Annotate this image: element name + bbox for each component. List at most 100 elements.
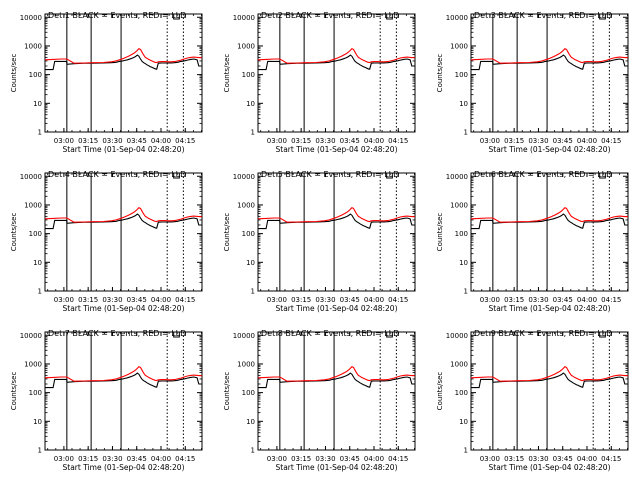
y-tick-label: 100 — [29, 71, 42, 79]
x-tick-label: 03:30 — [528, 296, 548, 304]
detector-panel: Det 2 BLACK = Events, RED = LLD 1 10 100 100… — [223, 11, 416, 154]
x-axis-label: Start Time (01-Sep-04 02:48:20) — [63, 145, 185, 154]
panel-title: Det 1 BLACK = Events, RED = LLD — [48, 11, 186, 20]
events-series-line — [45, 54, 202, 71]
x-tick-label: 03:30 — [315, 137, 335, 145]
lld-series-line — [44, 48, 202, 64]
y-tick-label: 10000 — [233, 14, 255, 22]
y-tick-label: 10 — [33, 259, 42, 267]
events-series-line — [471, 213, 628, 230]
y-tick-label: 100 — [242, 71, 255, 79]
y-tick-label: 100 — [29, 389, 42, 397]
y-tick-label: 1 — [38, 129, 42, 137]
x-tick-label: 04:00 — [364, 455, 384, 463]
x-tick-label: 03:30 — [102, 137, 122, 145]
x-tick-label: 03:45 — [553, 296, 573, 304]
events-series-line — [258, 372, 415, 389]
lld-series-line — [44, 366, 202, 382]
x-tick-label: 04:15 — [175, 137, 195, 145]
x-tick-label: 04:15 — [175, 455, 195, 463]
x-tick-label: 03:00 — [480, 455, 500, 463]
y-tick-label: 1 — [464, 129, 468, 137]
detector-panel: Det 7 BLACK = Events, RED = LLD 1 10 100 100… — [10, 329, 203, 472]
y-tick-label: 10 — [246, 100, 255, 108]
y-tick-label: 10000 — [233, 332, 255, 340]
lld-series-line — [257, 366, 415, 382]
plot-frame — [470, 331, 629, 451]
y-tick-label: 1 — [464, 447, 468, 455]
x-tick-label: 04:00 — [577, 296, 597, 304]
y-axis-label: Counts/sec — [223, 54, 231, 93]
x-axis-label: Start Time (01-Sep-04 02:48:20) — [276, 145, 398, 154]
y-tick-label: 1 — [38, 288, 42, 296]
y-axis-label: Counts/sec — [223, 213, 231, 252]
panel-title: Det 3 BLACK = Events, RED = LLD — [474, 11, 612, 20]
y-tick-label: 100 — [29, 230, 42, 238]
x-tick-label: 03:15 — [78, 296, 98, 304]
x-tick-label: 04:15 — [601, 137, 621, 145]
y-tick-label: 10000 — [233, 173, 255, 181]
y-tick-label: 10000 — [20, 173, 42, 181]
lld-series-line — [470, 48, 628, 64]
detector-panel: Det 8 BLACK = Events, RED = LLD 1 10 100 100… — [223, 329, 416, 472]
y-axis-label: Counts/sec — [436, 213, 444, 252]
lld-series-line — [257, 48, 415, 64]
y-tick-label: 1 — [251, 447, 255, 455]
y-tick-label: 10 — [459, 100, 468, 108]
panel-title: Det 8 BLACK = Events, RED = LLD — [261, 329, 399, 338]
y-tick-label: 10000 — [446, 14, 468, 22]
x-tick-label: 03:15 — [504, 455, 524, 463]
lld-series-line — [470, 366, 628, 382]
x-tick-label: 03:00 — [480, 296, 500, 304]
x-tick-label: 04:00 — [151, 455, 171, 463]
detector-panel: Det 5 BLACK = Events, RED = LLD 1 10 100 100… — [223, 170, 416, 313]
y-tick-label: 10000 — [20, 14, 42, 22]
y-axis-label: Counts/sec — [436, 372, 444, 411]
x-tick-label: 03:30 — [315, 296, 335, 304]
y-tick-label: 10 — [459, 259, 468, 267]
x-tick-label: 03:45 — [553, 137, 573, 145]
y-tick-label: 1000 — [24, 360, 42, 368]
y-tick-label: 10000 — [20, 332, 42, 340]
y-tick-label: 10000 — [446, 173, 468, 181]
x-tick-label: 03:15 — [504, 296, 524, 304]
y-tick-label: 100 — [455, 389, 468, 397]
panel-title: Det 6 BLACK = Events, RED = LLD — [474, 170, 612, 179]
panel-title: Det 5 BLACK = Events, RED = LLD — [261, 170, 399, 179]
x-axis-label: Start Time (01-Sep-04 02:48:20) — [276, 304, 398, 313]
lld-series-line — [257, 207, 415, 223]
plot-frame — [470, 172, 629, 292]
x-tick-label: 04:00 — [151, 296, 171, 304]
x-tick-label: 03:30 — [528, 455, 548, 463]
x-tick-label: 03:30 — [528, 137, 548, 145]
y-tick-label: 1000 — [237, 42, 255, 50]
x-tick-label: 04:00 — [577, 137, 597, 145]
x-tick-label: 03:15 — [78, 455, 98, 463]
x-tick-label: 03:45 — [553, 455, 573, 463]
top-bracket-marker — [173, 332, 180, 338]
y-tick-label: 1000 — [24, 201, 42, 209]
x-tick-label: 04:15 — [388, 455, 408, 463]
x-tick-label: 03:00 — [54, 137, 74, 145]
top-bracket-marker — [173, 14, 180, 20]
x-tick-label: 03:30 — [102, 296, 122, 304]
y-axis-label: Counts/sec — [436, 54, 444, 93]
x-axis-label: Start Time (01-Sep-04 02:48:20) — [489, 304, 611, 313]
plot-frame — [257, 331, 416, 451]
y-tick-label: 100 — [455, 71, 468, 79]
x-tick-label: 03:00 — [54, 455, 74, 463]
x-tick-label: 03:30 — [102, 455, 122, 463]
y-axis-label: Counts/sec — [223, 372, 231, 411]
top-bracket-marker — [599, 173, 606, 179]
y-tick-label: 10 — [33, 100, 42, 108]
events-series-line — [45, 372, 202, 389]
x-tick-label: 03:15 — [291, 137, 311, 145]
y-tick-label: 10 — [246, 259, 255, 267]
y-axis-label: Counts/sec — [10, 372, 18, 411]
x-tick-label: 03:45 — [127, 296, 147, 304]
top-bracket-marker — [386, 14, 393, 20]
x-tick-label: 03:45 — [340, 137, 360, 145]
x-axis-label: Start Time (01-Sep-04 02:48:20) — [489, 145, 611, 154]
events-series-line — [45, 213, 202, 230]
x-tick-label: 03:00 — [54, 296, 74, 304]
